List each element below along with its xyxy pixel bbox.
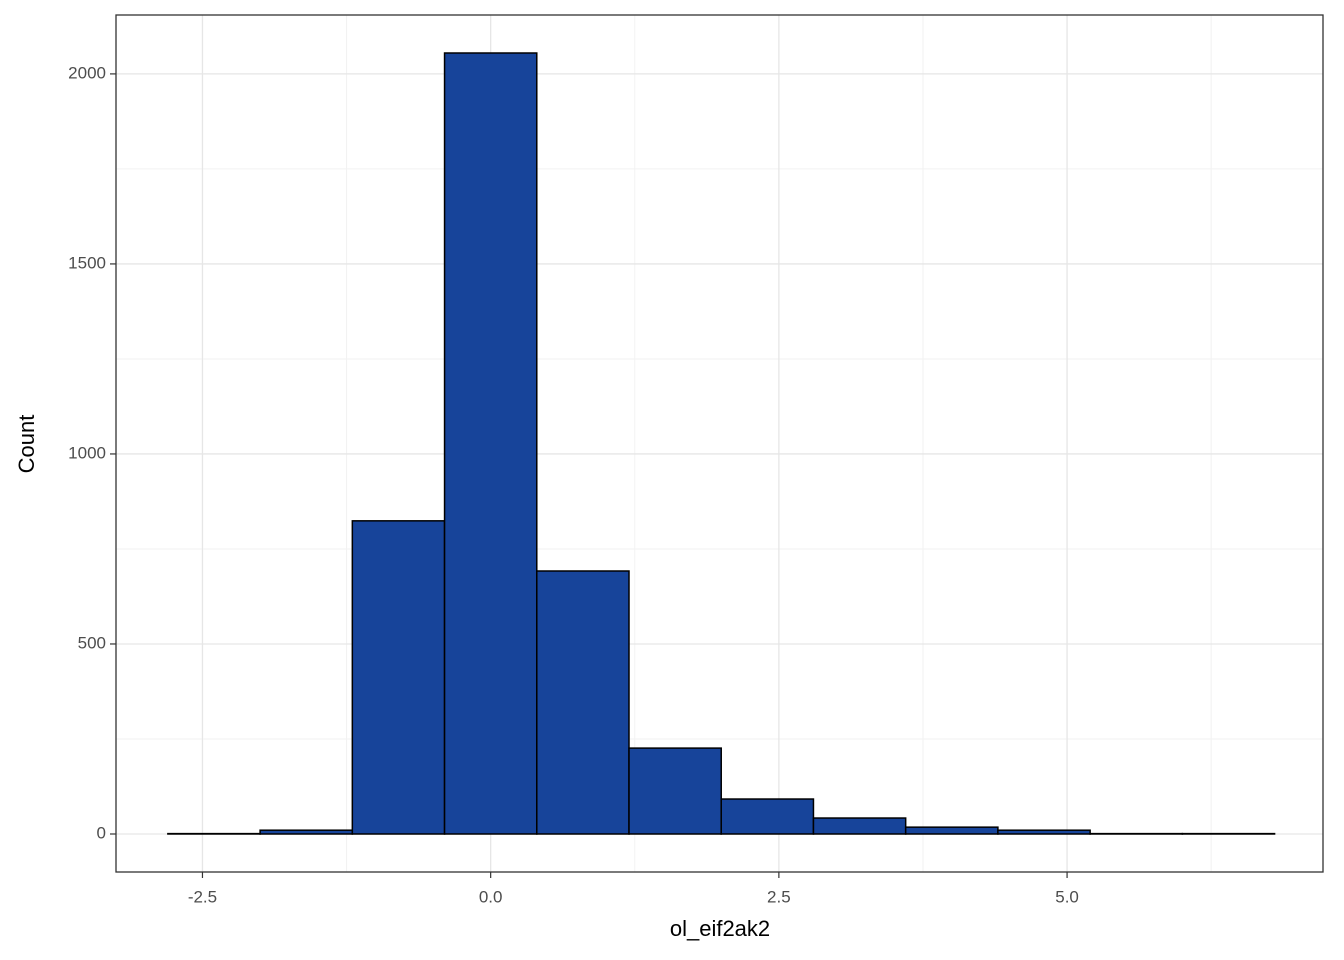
bar xyxy=(997,829,1091,835)
bar xyxy=(351,520,446,835)
y-tick-label: 1500 xyxy=(68,253,106,272)
bar xyxy=(904,826,999,835)
y-tick-label: 0 xyxy=(97,823,106,842)
y-tick-label: 1000 xyxy=(68,443,106,462)
bar xyxy=(812,817,907,835)
y-tick-label: 2000 xyxy=(68,63,106,82)
x-tick-label: 0.0 xyxy=(479,887,503,906)
bar xyxy=(720,798,815,835)
x-tick-label: -2.5 xyxy=(188,887,217,906)
y-tick-label: 500 xyxy=(78,633,106,652)
panel-border xyxy=(115,14,1324,873)
x-axis-title: ol_eif2ak2 xyxy=(670,916,770,941)
x-tick-label: 2.5 xyxy=(767,887,791,906)
y-axis-title: Count xyxy=(14,415,39,474)
x-tick-label: 5.0 xyxy=(1055,887,1079,906)
bar xyxy=(443,52,538,835)
bar xyxy=(259,829,354,835)
bar xyxy=(536,570,630,835)
bar xyxy=(628,747,722,835)
